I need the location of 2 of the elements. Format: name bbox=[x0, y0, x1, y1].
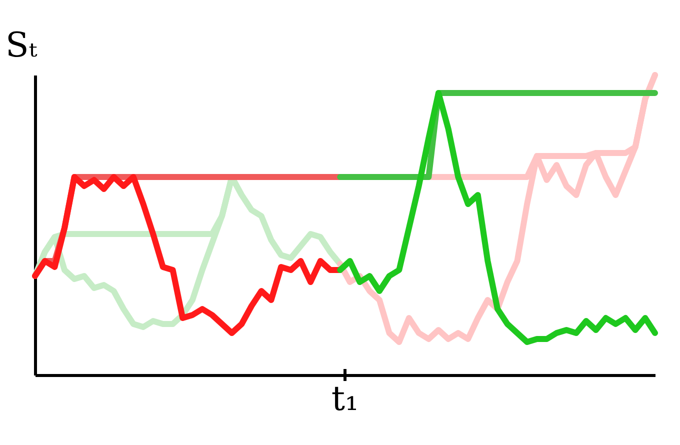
text: t₁ bbox=[331, 379, 359, 419]
y-axis-title: Sₜ bbox=[6, 26, 38, 66]
